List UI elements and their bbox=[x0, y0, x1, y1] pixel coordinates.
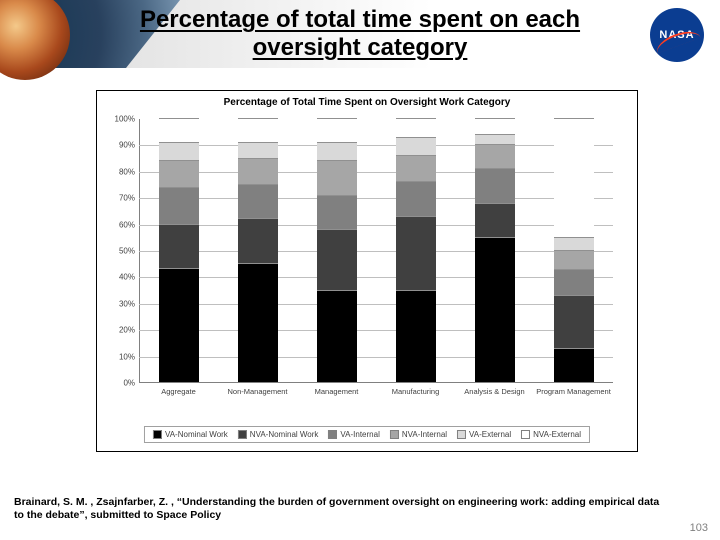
legend-swatch bbox=[238, 430, 247, 439]
bar-segment bbox=[317, 195, 357, 229]
legend-item: NVA-Internal bbox=[390, 430, 447, 439]
chart-gridline bbox=[139, 172, 613, 173]
y-axis-tick: 20% bbox=[119, 326, 139, 335]
legend-swatch bbox=[457, 430, 466, 439]
chart-gridline bbox=[139, 330, 613, 331]
bar-segment bbox=[317, 290, 357, 382]
x-axis-label: Analysis & Design bbox=[464, 387, 524, 396]
x-axis-label: Aggregate bbox=[161, 387, 196, 396]
stacked-bar bbox=[554, 118, 594, 382]
bar-segment bbox=[554, 250, 594, 268]
bar-segment bbox=[238, 142, 278, 158]
bar-segment bbox=[396, 181, 436, 215]
y-axis-tick: 50% bbox=[119, 247, 139, 256]
chart-legend: VA-Nominal Work NVA-Nominal Work VA-Intern… bbox=[144, 426, 590, 443]
bar-segment bbox=[396, 155, 436, 181]
y-axis-tick: 100% bbox=[115, 115, 139, 124]
legend-item: VA-External bbox=[457, 430, 511, 439]
legend-item: VA-Internal bbox=[328, 430, 379, 439]
legend-item: NVA-External bbox=[521, 430, 581, 439]
legend-item: VA-Nominal Work bbox=[153, 430, 228, 439]
legend-label: VA-Nominal Work bbox=[165, 430, 228, 439]
bar-segment bbox=[317, 118, 357, 142]
bar-segment bbox=[475, 134, 515, 145]
legend-swatch bbox=[521, 430, 530, 439]
y-axis-tick: 30% bbox=[119, 299, 139, 308]
bar-segment bbox=[238, 118, 278, 142]
bar-segment bbox=[317, 160, 357, 194]
legend-label: NVA-External bbox=[533, 430, 581, 439]
chart-title: Percentage of Total Time Spent on Oversi… bbox=[97, 97, 637, 108]
y-axis-tick: 80% bbox=[119, 167, 139, 176]
legend-label: VA-Internal bbox=[340, 430, 379, 439]
y-axis-tick: 60% bbox=[119, 220, 139, 229]
title-line-1: Percentage of total time spent on each bbox=[140, 6, 580, 33]
legend-label: NVA-Nominal Work bbox=[250, 430, 319, 439]
legend-label: NVA-Internal bbox=[402, 430, 447, 439]
y-axis-tick: 10% bbox=[119, 352, 139, 361]
x-axis-label: Program Management bbox=[536, 387, 611, 396]
x-axis-label: Manufacturing bbox=[392, 387, 440, 396]
bar-segment bbox=[475, 144, 515, 168]
bar-segment bbox=[554, 118, 594, 237]
bar-segment bbox=[159, 142, 199, 160]
y-axis-tick: 0% bbox=[123, 379, 139, 388]
bar-segment bbox=[554, 269, 594, 295]
legend-swatch bbox=[328, 430, 337, 439]
chart-gridline bbox=[139, 304, 613, 305]
chart-gridline bbox=[139, 225, 613, 226]
chart-container: Percentage of Total Time Spent on Oversi… bbox=[96, 90, 638, 452]
bar-segment bbox=[238, 184, 278, 218]
bar-segment bbox=[238, 218, 278, 263]
bar-segment bbox=[238, 263, 278, 382]
bar-segment bbox=[475, 118, 515, 134]
chart-gridline bbox=[139, 145, 613, 146]
chart-gridline bbox=[139, 357, 613, 358]
y-axis-tick: 40% bbox=[119, 273, 139, 282]
y-axis-tick: 90% bbox=[119, 141, 139, 150]
bar-segment bbox=[159, 187, 199, 224]
x-axis-label: Management bbox=[315, 387, 359, 396]
legend-swatch bbox=[153, 430, 162, 439]
chart-gridline bbox=[139, 251, 613, 252]
chart-gridline bbox=[139, 198, 613, 199]
bar-segment bbox=[554, 348, 594, 382]
bar-segment bbox=[396, 290, 436, 382]
bar-segment bbox=[159, 268, 199, 382]
chart-gridline bbox=[139, 277, 613, 278]
bar-segment bbox=[238, 158, 278, 184]
page-title: Percentage of total time spent on each o… bbox=[140, 6, 580, 61]
planet-decor bbox=[0, 0, 70, 80]
stacked-bar bbox=[475, 118, 515, 382]
nasa-logo: NASA bbox=[650, 8, 704, 62]
nasa-logo-text: NASA bbox=[659, 29, 694, 41]
stacked-bar bbox=[317, 118, 357, 382]
stacked-bar bbox=[396, 118, 436, 382]
page-number: 103 bbox=[690, 522, 708, 534]
y-axis-tick: 70% bbox=[119, 194, 139, 203]
bar-segment bbox=[475, 168, 515, 202]
stacked-bar bbox=[238, 118, 278, 382]
citation-text: Brainard, S. M. , Zsajnfarber, Z. , “Und… bbox=[14, 496, 660, 522]
legend-label: VA-External bbox=[469, 430, 511, 439]
bar-segment bbox=[317, 142, 357, 160]
chart-plot-area: 0%10%20%30%40%50%60%70%80%90%100%Aggrega… bbox=[139, 119, 613, 383]
bar-segment bbox=[475, 203, 515, 237]
bar-segment bbox=[396, 137, 436, 155]
bar-segment bbox=[159, 118, 199, 142]
stacked-bar bbox=[159, 118, 199, 382]
bar-segment bbox=[396, 118, 436, 136]
bar-segment bbox=[554, 237, 594, 250]
title-line-2: oversight category bbox=[253, 34, 468, 61]
legend-item: NVA-Nominal Work bbox=[238, 430, 319, 439]
bar-segment bbox=[159, 224, 199, 269]
bar-segment bbox=[475, 237, 515, 382]
bar-segment bbox=[317, 229, 357, 290]
bar-segment bbox=[396, 216, 436, 290]
bar-segment bbox=[159, 160, 199, 186]
bar-segment bbox=[554, 295, 594, 348]
header-banner: Percentage of total time spent on each o… bbox=[0, 0, 720, 68]
legend-swatch bbox=[390, 430, 399, 439]
x-axis-label: Non-Management bbox=[227, 387, 287, 396]
